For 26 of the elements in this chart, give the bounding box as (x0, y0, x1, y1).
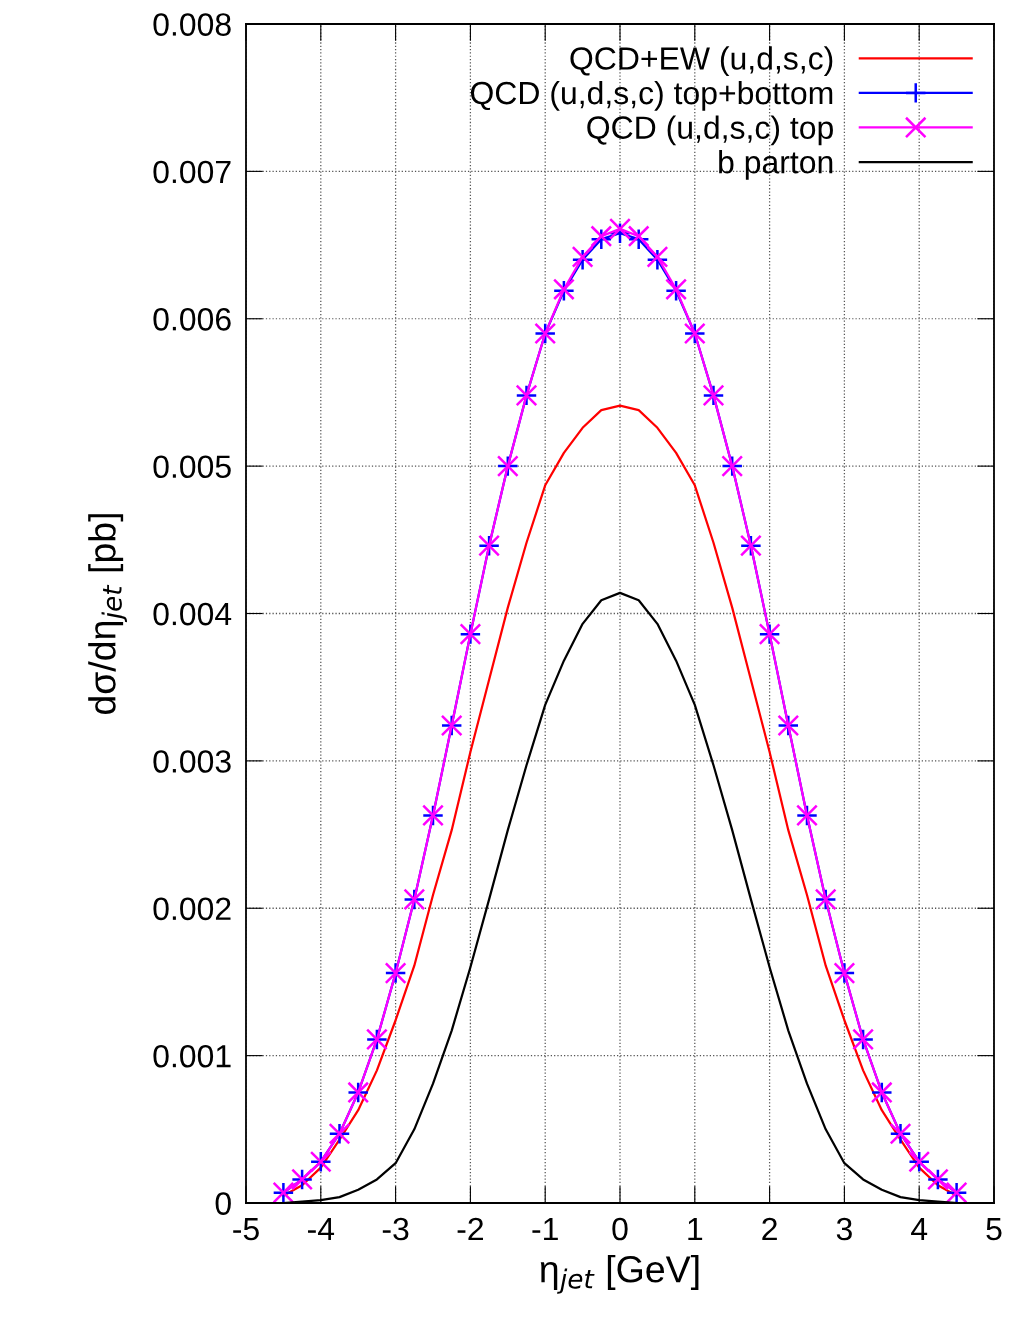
x-tick-label: 5 (986, 1218, 1002, 1241)
x-tick-label: 2 (762, 1217, 777, 1241)
y-tick-label: 0.001 (153, 1044, 231, 1068)
y-axis-title: dσ/dη$_{jet}$ [pb] (88, 514, 127, 715)
x-tick-label: -5 (233, 1218, 259, 1241)
y-tick-label: 0.002 (153, 897, 231, 921)
y-tick-label: 0.004 (153, 602, 232, 626)
legend-label: b parton (719, 150, 833, 180)
x-tick-label: 3 (836, 1217, 852, 1241)
y-tick-label: 0.003 (153, 750, 231, 773)
x-axis-title: η$_{jet}$ [GeV] (540, 1255, 699, 1294)
x-tick-label: 0 (612, 1217, 628, 1241)
x-tick-label: -1 (532, 1218, 558, 1241)
legend-label: QCD (u,d,s,c) top+bottom (470, 80, 833, 111)
legend-label: QCD (u,d,s,c) top (587, 115, 833, 146)
y-tick-label: 0.007 (153, 160, 231, 184)
x-tick-label: 4 (911, 1218, 928, 1241)
x-tick-label: -2 (457, 1217, 483, 1241)
x-tick-label: -4 (308, 1218, 335, 1241)
y-tick-label: 0.006 (153, 308, 231, 331)
legend-label: QCD+EW (u,d,s,c) (570, 46, 833, 77)
y-tick-label: 0.005 (153, 455, 231, 479)
x-tick-label: 1 (688, 1218, 703, 1241)
y-tick-label: 0.008 (153, 13, 231, 36)
y-tick-label: 0 (215, 1192, 231, 1215)
x-tick-label: -3 (382, 1217, 409, 1241)
